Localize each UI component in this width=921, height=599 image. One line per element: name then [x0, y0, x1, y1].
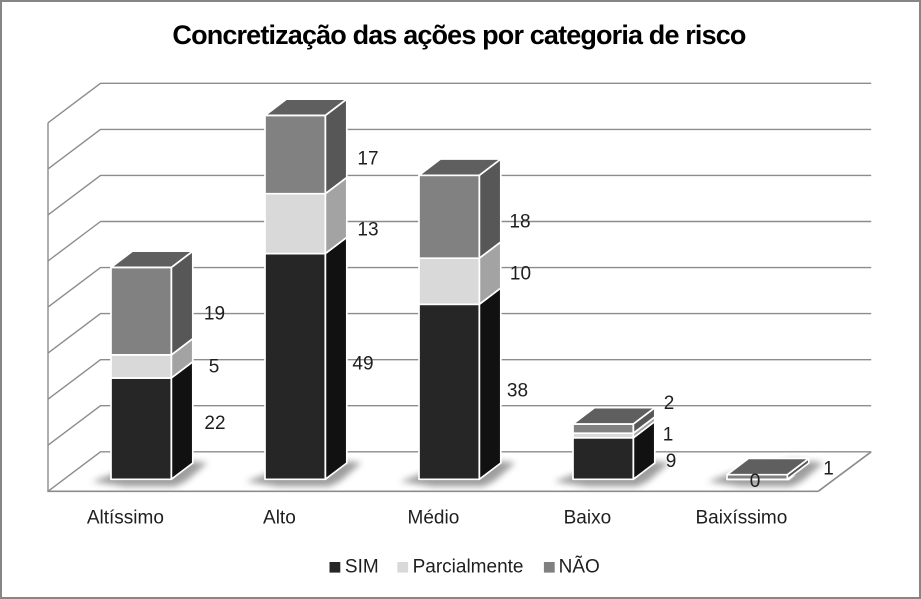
svg-text:13: 13	[357, 220, 378, 241]
svg-text:0: 0	[750, 471, 761, 492]
svg-text:Parcialmente: Parcialmente	[413, 557, 524, 578]
svg-text:SIM: SIM	[345, 557, 379, 578]
svg-text:2: 2	[664, 393, 675, 414]
svg-text:Alto: Alto	[263, 508, 296, 529]
svg-text:1: 1	[663, 425, 674, 446]
svg-text:10: 10	[510, 264, 531, 285]
svg-text:19: 19	[204, 304, 225, 325]
svg-text:22: 22	[204, 413, 225, 434]
svg-text:Baixo: Baixo	[564, 508, 612, 529]
svg-text:5: 5	[209, 357, 220, 378]
svg-text:Concretização das ações por ca: Concretização das ações por categoria de…	[172, 20, 745, 50]
svg-text:Altíssimo: Altíssimo	[87, 508, 164, 529]
svg-text:9: 9	[666, 451, 677, 472]
svg-text:Médio: Médio	[408, 508, 460, 529]
svg-text:49: 49	[352, 354, 373, 375]
svg-text:NÃO: NÃO	[559, 556, 600, 578]
svg-text:38: 38	[507, 381, 528, 402]
svg-text:18: 18	[509, 212, 530, 233]
svg-text:Baixíssimo: Baixíssimo	[695, 508, 787, 529]
svg-text:1: 1	[823, 459, 834, 480]
svg-text:17: 17	[357, 149, 378, 170]
